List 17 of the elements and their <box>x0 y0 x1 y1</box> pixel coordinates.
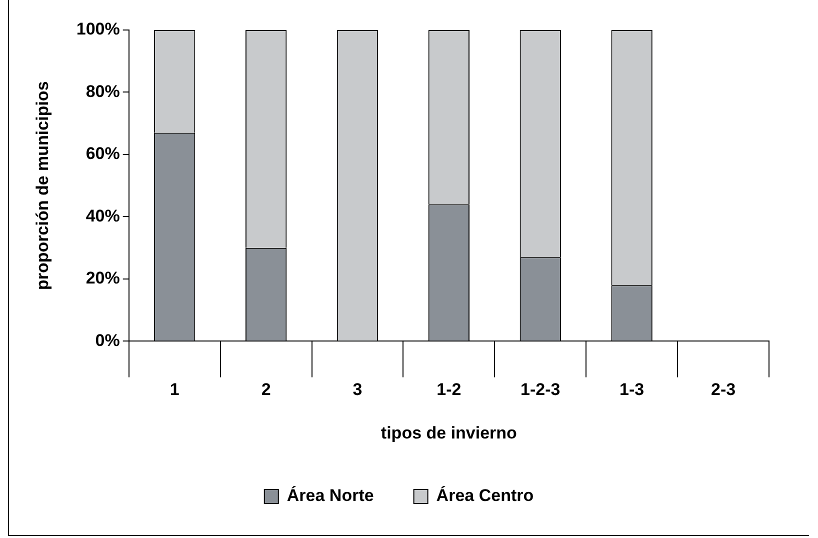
x-tick-label: 1-3 <box>620 380 644 400</box>
x-tick-label: 1-2 <box>436 380 462 400</box>
x-tick-label: 3 <box>352 380 362 400</box>
x-tick-label: 1-2-3 <box>520 380 560 400</box>
y-tick-label: 100% <box>76 20 120 39</box>
y-tick-label: 20% <box>86 268 120 288</box>
y-tick-label: 0% <box>95 330 120 350</box>
x-tick-label: 1 <box>170 380 180 400</box>
y-axis-title: proporción de municipios <box>32 81 52 290</box>
legend-label: Área Norte <box>286 485 374 506</box>
x-tick-label: 2 <box>261 380 271 400</box>
y-tick-label: 80% <box>86 82 120 101</box>
x-tick-label: 2-3 <box>710 380 736 400</box>
x-axis-title: tipos de invierno <box>380 423 517 442</box>
y-tick-label: 40% <box>86 206 120 226</box>
y-tick-label: 60% <box>86 144 120 164</box>
legend-label: Área Centro <box>436 485 534 506</box>
